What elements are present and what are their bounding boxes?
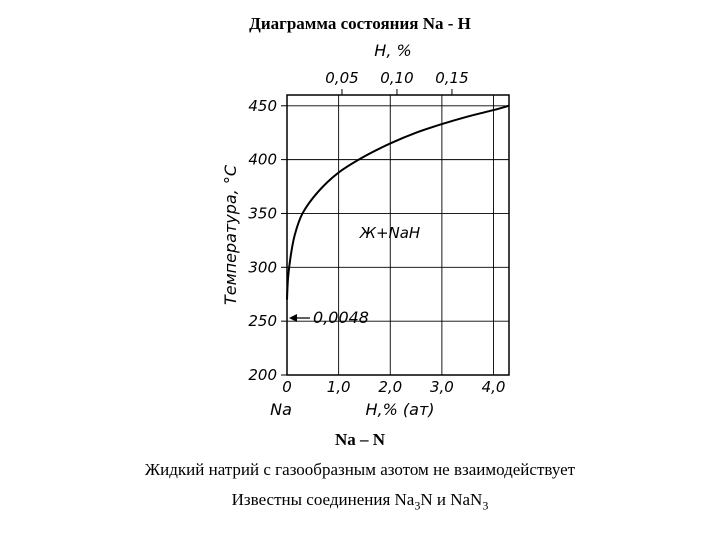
- y-tick-label: 350: [248, 204, 277, 222]
- x-tick-label: 0: [282, 378, 292, 396]
- x-axis-label-top: H, %: [374, 41, 411, 60]
- x-tick-label: 4,0: [482, 378, 506, 396]
- y-tick-label: 450: [248, 97, 277, 115]
- chart-title: Диаграмма состояния Na - H: [249, 14, 471, 33]
- x-axis-label-bottom: H,% (ат): [365, 400, 434, 419]
- x-top-tick-label: 0,15: [435, 69, 468, 87]
- plot-frame: [286, 94, 510, 376]
- liquidus-curve: [286, 104, 510, 300]
- annotation-arrowhead: [289, 314, 297, 322]
- caption-subscript-1: 3: [414, 498, 421, 513]
- x-tick-label: 2,0: [378, 378, 402, 396]
- y-tick-label: 300: [248, 258, 277, 276]
- caption-na-n: Na – N: [334, 430, 386, 449]
- caption-no-interaction: Жидкий натрий с газообразным азотом не в…: [144, 460, 576, 479]
- y-tick-label: 200: [248, 366, 277, 384]
- x-tick-labels-top: 0,05 0,10 0,15: [325, 69, 469, 95]
- x-tick-label: 1,0: [327, 378, 351, 396]
- y-tick-labels: 200 250 300 350 400 450: [248, 97, 287, 384]
- caption-compounds: Известны соединения Na3N и NaN3: [0, 490, 720, 513]
- y-axis-label: Температура, °С: [221, 164, 240, 305]
- annotation-arrow-label: 0,0048: [313, 308, 369, 327]
- x-top-tick-label: 0,10: [380, 69, 413, 87]
- grid-lines: [287, 95, 509, 375]
- x-top-tick-label: 0,05: [325, 69, 358, 87]
- region-label: Ж+NaH: [359, 224, 420, 242]
- caption-compounds-mid: N и NaN: [420, 490, 483, 509]
- y-tick-label: 250: [248, 312, 277, 330]
- x-tick-labels-bottom: 0 1,0 2,0 3,0 4,0: [282, 378, 505, 396]
- caption-compounds-prefix: Известны соединения Na: [231, 490, 415, 509]
- caption-subscript-2: 3: [482, 498, 489, 513]
- x-tick-label: 3,0: [430, 378, 454, 396]
- y-tick-label: 400: [248, 151, 277, 169]
- x-origin-label: Na: [270, 400, 292, 419]
